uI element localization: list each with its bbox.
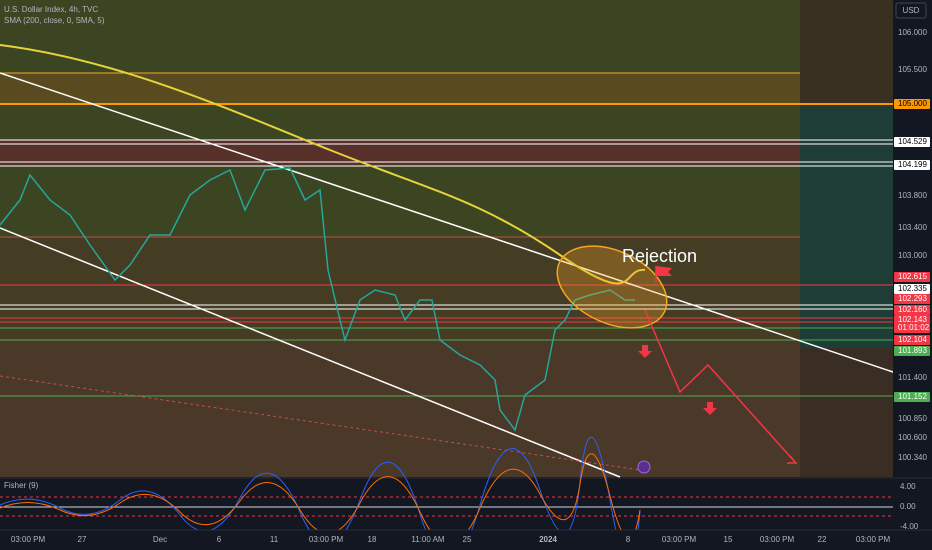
price-axis <box>893 0 932 530</box>
zone <box>0 237 800 340</box>
trend-line <box>0 227 621 478</box>
rejection-ellipse <box>556 245 668 329</box>
price-label: 100.850 <box>898 414 927 423</box>
price-label: 101.893 <box>898 346 927 355</box>
time-label: 03:00 PM <box>856 535 891 544</box>
annotation: Rejection <box>622 246 697 266</box>
time-label: 03:00 PM <box>662 535 697 544</box>
price-tag <box>894 315 930 325</box>
time-label: 15 <box>724 535 733 544</box>
zone <box>0 340 800 477</box>
arrow-head <box>787 455 798 464</box>
time-label: 22 <box>818 535 827 544</box>
indicator-label: SMA (200, close, 0, SMA, 5) <box>4 16 105 25</box>
osc-label: 0.00 <box>900 502 916 511</box>
oscillator-labels: 4.00 0.00 -4.00 <box>900 482 919 531</box>
price-tag <box>894 305 930 315</box>
oscillator-name: Fisher (9) <box>4 481 39 490</box>
price-label: 105.500 <box>898 65 927 74</box>
currency: USD <box>903 6 920 15</box>
down-arrow <box>638 345 652 358</box>
zone <box>0 104 800 140</box>
price-tag <box>894 99 930 109</box>
price-label: 105.000 <box>898 99 927 108</box>
time-label: Dec <box>153 535 167 544</box>
price-label: 106.000 <box>898 28 927 37</box>
time-label: 2024 <box>539 535 557 544</box>
price-tag <box>894 392 930 402</box>
price-labels: 106.000 105.500 105.000 104.529 104.199 103.8… <box>894 28 930 462</box>
flag <box>656 266 672 276</box>
trigger-line <box>0 453 641 545</box>
price-label: 103.000 <box>898 251 927 260</box>
time-label: 25 <box>463 535 472 544</box>
price-tag <box>894 335 930 345</box>
zone <box>0 73 800 104</box>
price-tag <box>894 346 930 356</box>
price-tag <box>894 272 930 282</box>
time-label: 03:00 PM <box>11 535 46 544</box>
price-tag <box>894 137 930 147</box>
price-label: 01:01:02 <box>898 323 930 332</box>
price-label: 102.104 <box>898 335 927 344</box>
price-tag <box>894 323 930 333</box>
time-label: 18 <box>368 535 377 544</box>
price-label: 100.600 <box>898 433 927 442</box>
time-label: 03:00 PM <box>760 535 795 544</box>
sma-line <box>0 44 646 285</box>
price-label: 104.529 <box>898 137 927 146</box>
time-label: 6 <box>217 535 222 544</box>
price-label: 102.615 <box>898 272 927 281</box>
trend-line <box>0 72 894 373</box>
price-path <box>0 167 635 432</box>
price-label: 100.340 <box>898 453 927 462</box>
price-label: 102.335 <box>898 284 927 293</box>
zone <box>800 348 893 477</box>
symbol-title: U.S. Dollar Index, 4h, TVC <box>4 5 98 14</box>
price-label: 102.160 <box>898 305 927 314</box>
currency-button[interactable] <box>895 2 927 19</box>
price-label: 103.400 <box>898 223 927 232</box>
price-label: 102.143 <box>898 315 927 324</box>
time-label: 27 <box>78 535 87 544</box>
time-axis <box>0 530 932 550</box>
price-label: 104.199 <box>898 160 927 169</box>
price-tag <box>894 284 930 294</box>
time-label: 03:00 PM <box>309 535 344 544</box>
price-label: 102.293 <box>898 294 927 303</box>
osc-label: 4.00 <box>900 482 916 491</box>
fisher-line <box>0 436 641 550</box>
zone <box>800 0 893 104</box>
osc-label: -4.00 <box>900 522 919 531</box>
price-tag <box>894 294 930 304</box>
price-label: 101.152 <box>898 392 927 401</box>
zone <box>0 0 800 73</box>
time-label: 8 <box>626 535 631 544</box>
projection <box>644 309 796 463</box>
down-arrow <box>703 402 717 415</box>
event-icon[interactable] <box>637 460 651 474</box>
price-label: 103.800 <box>898 191 927 200</box>
oscillator-pane <box>0 478 893 530</box>
time-label: 11:00 AM <box>411 535 445 544</box>
time-label: 11 <box>270 535 279 544</box>
price-tag <box>894 160 930 170</box>
time-labels: 03:00 PM 27 Dec 6 11 03:00 PM 18 11:00 AM 25 2024… <box>11 535 891 544</box>
zone <box>800 104 893 348</box>
price-label: 101.400 <box>898 373 927 382</box>
